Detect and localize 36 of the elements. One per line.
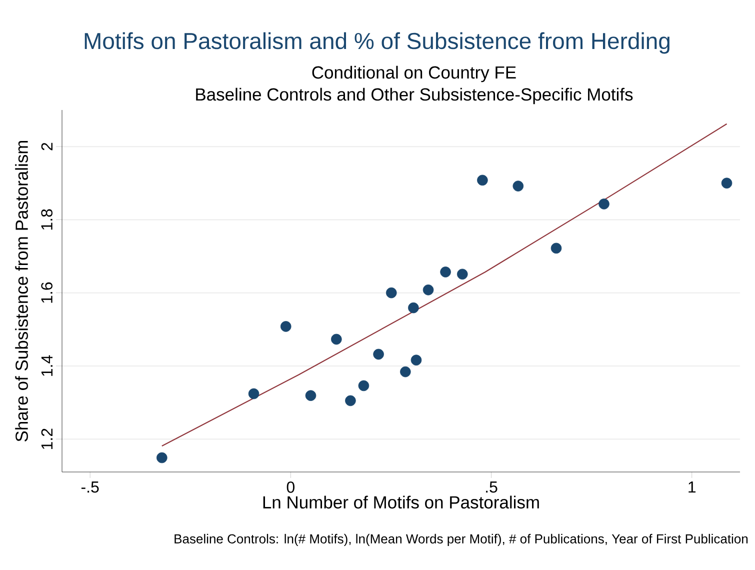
point <box>512 180 524 192</box>
point <box>440 266 451 278</box>
y-tick-label: 1.4 <box>41 355 52 376</box>
point <box>386 287 397 298</box>
point <box>345 395 356 406</box>
point <box>410 354 422 366</box>
point <box>358 380 370 392</box>
point <box>373 348 384 360</box>
point <box>305 390 316 401</box>
point <box>400 366 411 378</box>
point <box>156 452 168 464</box>
y-tick-label: 1.8 <box>41 209 52 230</box>
point <box>721 178 732 189</box>
chart-subtitle: Conditional on Country FE <box>312 66 516 82</box>
point <box>598 198 610 210</box>
y-tick-label: 1.2 <box>41 428 52 449</box>
point <box>408 302 419 314</box>
x-tick-label: .5 <box>486 482 498 493</box>
text: Baseline Controls: ln(# Motifs), ln(Mean Words per Motif), # of Publications, Year of First Publication <box>174 534 748 546</box>
point <box>477 174 488 186</box>
x-tick-label: 1 <box>688 482 696 493</box>
point <box>422 284 434 296</box>
x-axis-title: Ln Number of Motifs on Pastoralism <box>263 496 539 509</box>
text: Baseline Controls and Other Subsistence-Specific Motifs <box>196 88 633 104</box>
chart-title: Motifs on Pastoralism and % of Subsistence from Herding <box>84 32 670 54</box>
x-tick-label: -.5 <box>81 482 99 493</box>
point <box>248 388 260 400</box>
line-series <box>161 123 728 447</box>
y-tick-label: 2 <box>41 142 52 150</box>
point <box>331 334 342 345</box>
y-axis-title: Share of Subsistence from Pastoralism <box>15 140 28 442</box>
x-tick-label: 0 <box>286 482 294 493</box>
point <box>456 268 468 280</box>
point <box>550 242 562 254</box>
point <box>280 321 292 332</box>
y-tick-label: 1.6 <box>41 282 52 303</box>
